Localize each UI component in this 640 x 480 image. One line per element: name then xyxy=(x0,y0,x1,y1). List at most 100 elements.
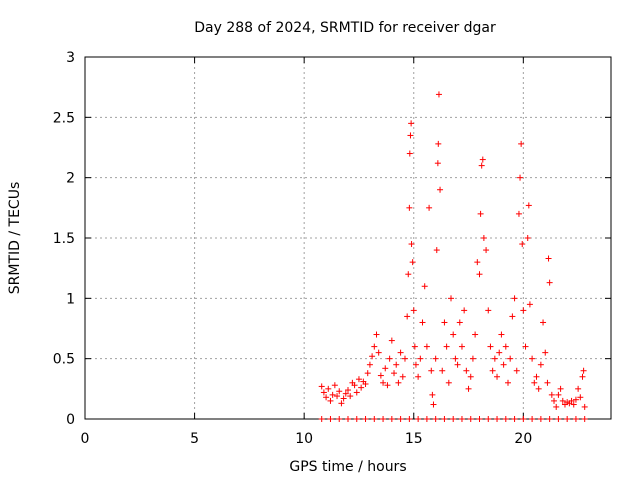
y-tick-label: 0.5 xyxy=(53,352,75,368)
data-point xyxy=(408,120,415,127)
data-point xyxy=(513,367,520,374)
data-point xyxy=(548,391,555,398)
data-point xyxy=(511,295,518,302)
data-point xyxy=(336,388,343,395)
y-tick-label: 1.5 xyxy=(53,231,75,247)
data-point xyxy=(405,271,412,278)
data-point xyxy=(362,381,369,388)
data-point xyxy=(384,382,391,389)
data-point xyxy=(415,416,422,422)
data-point xyxy=(542,349,549,356)
data-point xyxy=(458,343,465,350)
data-point xyxy=(435,140,442,147)
data-point xyxy=(351,382,358,389)
data-point xyxy=(557,385,564,392)
data-point xyxy=(509,313,516,320)
data-point xyxy=(517,174,524,181)
data-point xyxy=(465,385,472,392)
data-point xyxy=(417,355,424,362)
data-point xyxy=(380,416,387,422)
data-point xyxy=(432,416,439,422)
data-point xyxy=(406,150,413,157)
data-point xyxy=(546,416,553,422)
data-point xyxy=(579,373,586,380)
data-point xyxy=(491,355,498,362)
data-point xyxy=(496,349,503,356)
data-point xyxy=(545,255,552,262)
data-point xyxy=(331,382,338,389)
data-point xyxy=(478,162,485,169)
data-point xyxy=(377,372,384,379)
data-point xyxy=(546,279,553,286)
y-tick-label: 2.5 xyxy=(53,110,75,126)
data-point xyxy=(572,396,579,403)
data-point xyxy=(572,416,579,422)
data-point xyxy=(452,355,459,362)
data-point xyxy=(423,416,430,422)
data-point xyxy=(336,416,343,422)
data-point xyxy=(369,353,376,360)
data-point xyxy=(397,416,404,422)
data-point xyxy=(448,295,455,302)
data-point xyxy=(428,367,435,374)
data-point xyxy=(564,416,571,422)
data-point xyxy=(553,403,560,410)
data-point xyxy=(537,361,544,368)
data-point xyxy=(580,367,587,374)
data-point xyxy=(485,307,492,314)
data-point xyxy=(467,373,474,380)
data-point xyxy=(388,337,395,344)
data-point xyxy=(426,204,433,211)
data-point xyxy=(487,343,494,350)
data-point xyxy=(435,91,442,98)
data-point xyxy=(474,259,481,266)
data-point xyxy=(456,319,463,326)
data-point xyxy=(373,331,380,338)
data-point xyxy=(353,389,360,396)
data-point xyxy=(401,355,408,362)
data-point xyxy=(406,204,413,211)
data-point xyxy=(507,355,514,362)
data-point xyxy=(445,379,452,386)
data-point xyxy=(485,416,492,422)
data-point xyxy=(411,343,418,350)
data-point xyxy=(476,271,483,278)
data-point xyxy=(441,319,448,326)
data-point xyxy=(551,397,558,404)
data-point xyxy=(437,186,444,193)
data-point xyxy=(391,370,398,377)
data-point xyxy=(570,401,577,408)
x-tick-label: 0 xyxy=(81,431,90,447)
data-point xyxy=(388,416,395,422)
data-point xyxy=(419,319,426,326)
data-point xyxy=(371,343,378,350)
data-point xyxy=(535,385,542,392)
data-point xyxy=(371,416,378,422)
data-point xyxy=(450,331,457,338)
data-point xyxy=(323,394,330,401)
data-point xyxy=(382,365,389,372)
data-point xyxy=(409,259,416,266)
data-point xyxy=(489,367,496,374)
data-point xyxy=(342,390,349,397)
data-point xyxy=(406,416,413,422)
data-point xyxy=(353,416,360,422)
data-point xyxy=(502,343,509,350)
data-point xyxy=(529,416,536,422)
data-point xyxy=(375,349,382,356)
data-point xyxy=(458,416,465,422)
data-point xyxy=(399,373,406,380)
x-tick-label: 5 xyxy=(190,431,199,447)
data-point xyxy=(479,156,486,163)
data-point xyxy=(362,416,369,422)
y-tick-label: 0 xyxy=(66,412,75,428)
data-point xyxy=(529,355,536,362)
data-point xyxy=(450,416,457,422)
data-point xyxy=(575,385,582,392)
data-point xyxy=(410,307,417,314)
x-tick-label: 20 xyxy=(514,431,532,447)
data-point xyxy=(540,319,547,326)
data-point xyxy=(483,247,490,254)
data-point xyxy=(358,384,365,391)
y-axis-label: SRMTID / TECUs xyxy=(7,182,23,295)
